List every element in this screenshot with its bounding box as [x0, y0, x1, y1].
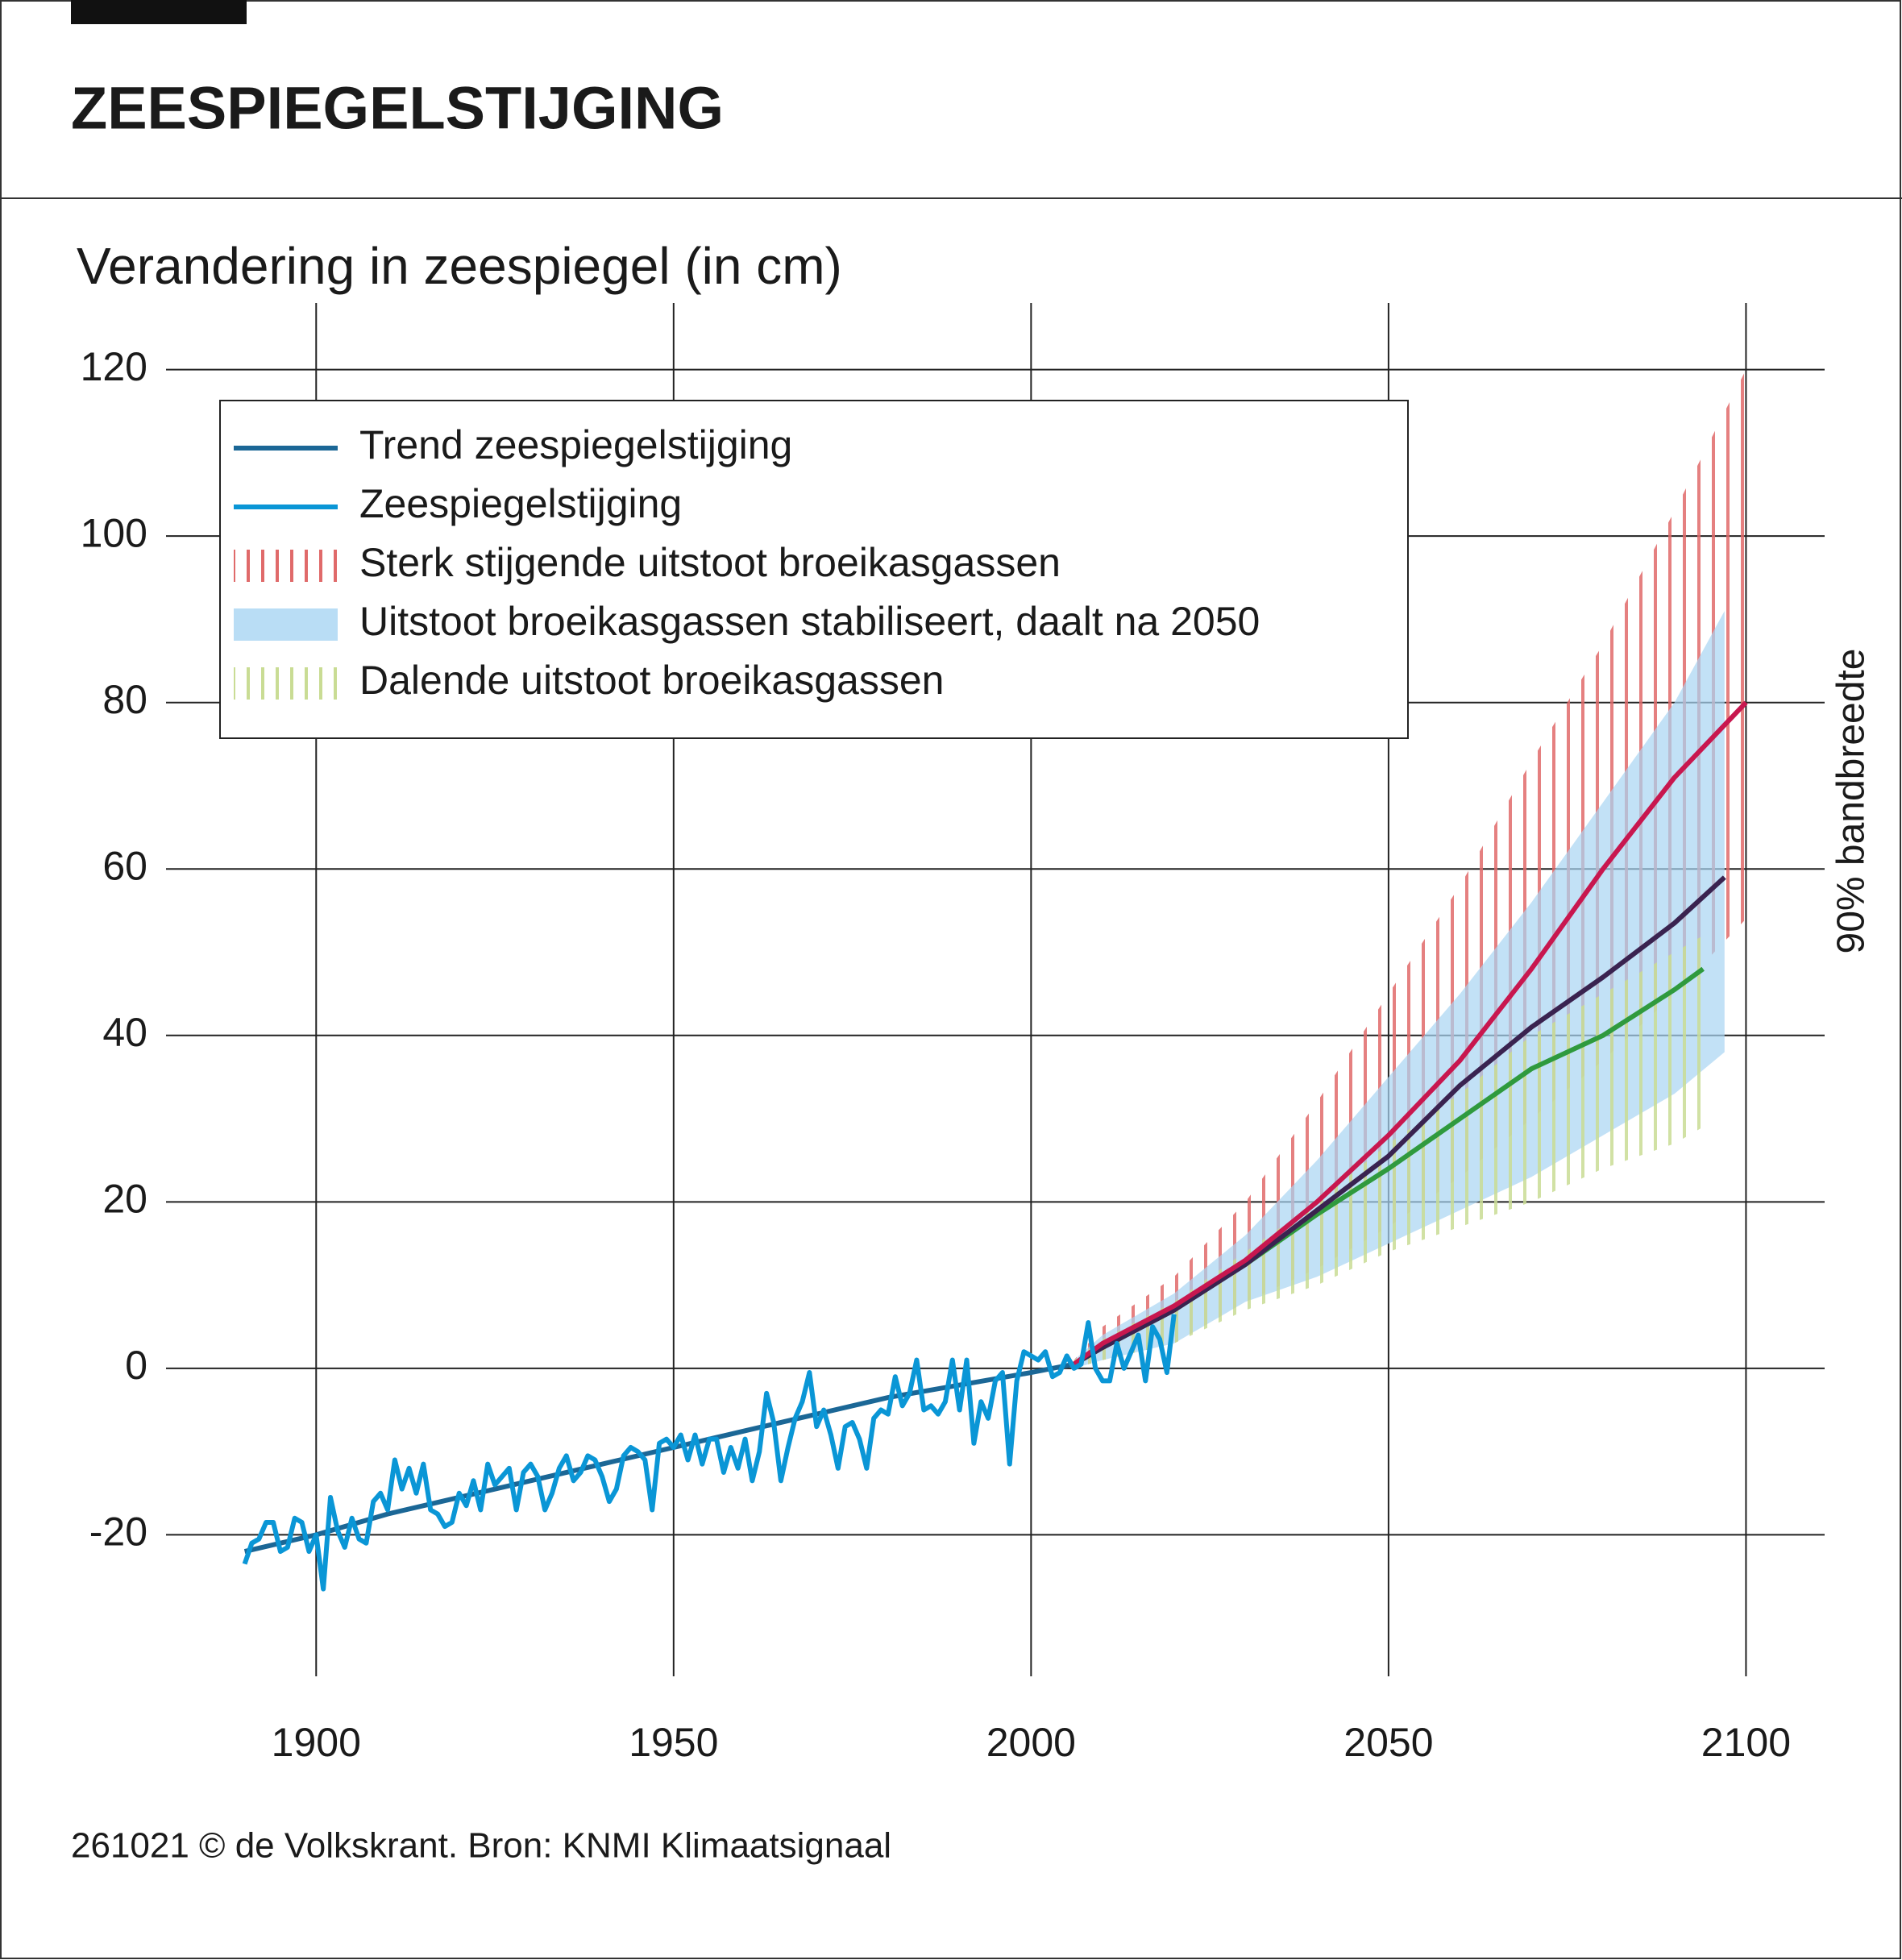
- y-tick-label: 100: [81, 510, 147, 555]
- legend-label: Dalende uitstoot broeikasgassen: [359, 658, 944, 703]
- y-tick-label: 40: [102, 1010, 147, 1055]
- x-tick-label: 2000: [986, 1720, 1076, 1765]
- line: [1072, 700, 1748, 1367]
- chart-title: ZEESPIEGELSTIJGING: [71, 75, 724, 142]
- y-tick-label: 120: [81, 344, 147, 389]
- line: [242, 1314, 1177, 1592]
- legend-label: Zeespiegelstijging: [359, 481, 682, 526]
- y-tick-label: 80: [102, 677, 147, 722]
- y-tick-label: 60: [102, 843, 147, 888]
- header-bar: [71, 0, 247, 24]
- legend-swatch: [234, 550, 338, 582]
- legend-swatch: [234, 667, 338, 700]
- legend-label: Uitstoot broeikasgassen stabiliseert, da…: [359, 599, 1260, 644]
- x-tick-label: 1950: [629, 1720, 718, 1765]
- legend-label: Sterk stijgende uitstoot broeikasgassen: [359, 540, 1061, 585]
- chart-subtitle: Verandering in zeespiegel (in cm): [77, 237, 842, 295]
- line: [1073, 875, 1726, 1367]
- source: 261021 © de Volkskrant. Bron: KNMI Klima…: [71, 1826, 891, 1866]
- x-tick-label: 2050: [1343, 1720, 1433, 1765]
- band: [1074, 935, 1704, 1368]
- y-tick-label: 20: [102, 1177, 147, 1222]
- band-label: 90% bandbreedte: [1830, 649, 1873, 954]
- legend-label: Trend zeespiegelstijging: [359, 422, 792, 467]
- x-tick-label: 1900: [272, 1720, 361, 1765]
- legend-swatch: [234, 608, 338, 641]
- legend-box: [219, 400, 1409, 739]
- y-tick-label: 0: [125, 1343, 147, 1388]
- y-tick-label: -20: [89, 1509, 147, 1555]
- x-tick-label: 2100: [1701, 1720, 1791, 1765]
